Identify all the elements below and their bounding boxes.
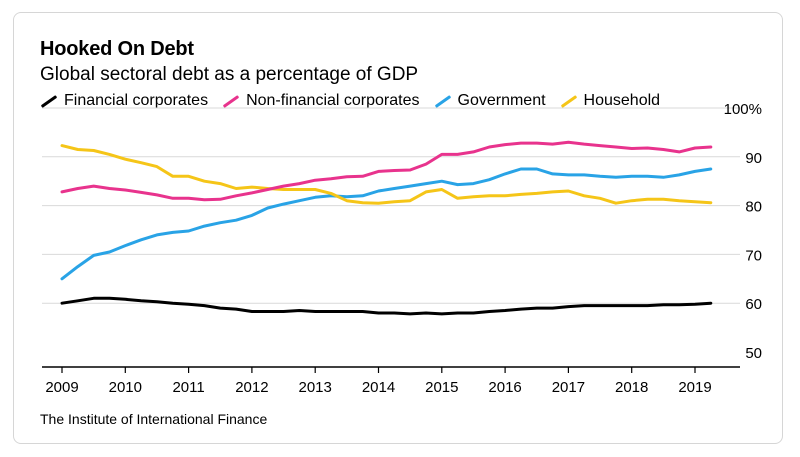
legend-label-nonfinancial: Non-financial corporates [246,92,420,109]
x-axis [42,366,740,373]
x-tick-labels: 2009 2010 2011 2012 2013 2014 2015 2016 2017 2018… [45,379,711,396]
x-tick-label-2014: 2014 [362,379,395,396]
series-line-financial-corporates [60,296,713,316]
legend-label-household: Household [583,92,661,109]
series-line-household [60,144,713,205]
chart-title: Hooked On Debt [40,38,194,60]
legend-label-financial: Financial corporates [64,92,209,109]
x-tick-label-2013: 2013 [299,379,332,396]
series-line-government [60,167,713,281]
x-tick-label-2018: 2018 [615,379,648,396]
x-tick-label-2009: 2009 [45,379,78,396]
legend: Financial corporates Non-financial corpo… [40,92,674,110]
y-tick-label-90: 90 [745,150,762,167]
y-tick-label-80: 80 [745,199,762,216]
x-tick-label-2011: 2011 [172,379,204,396]
x-tick-label-2016: 2016 [488,379,521,396]
chart-card [13,12,783,444]
y-tick-label-70: 70 [745,247,762,264]
x-tick-label-2019: 2019 [678,379,711,396]
x-tick-label-2017: 2017 [552,379,585,396]
series-line-non-financial-corporates [60,140,713,202]
y-tick-label-100: 100% [724,101,762,118]
x-tick-label-2015: 2015 [425,379,458,396]
y-tick-labels: 50 60 70 80 90 100% [724,101,762,362]
grid-lines [42,107,740,304]
legend-item-household: Household [560,92,661,110]
legend-item-nonfinancial: Non-financial corporates [222,92,420,110]
x-tick-label-2010: 2010 [109,379,142,396]
legend-item-government: Government [434,92,546,110]
y-tick-label-60: 60 [745,296,762,313]
series-lines [60,140,713,316]
y-tick-label-50: 50 [745,345,762,362]
x-tick-label-2012: 2012 [235,379,268,396]
source-note: The Institute of International Finance [40,411,268,427]
chart-subtitle: Global sectoral debt as a percentage of … [40,64,419,85]
legend-item-financial: Financial corporates [40,92,208,110]
legend-label-government: Government [457,92,546,109]
